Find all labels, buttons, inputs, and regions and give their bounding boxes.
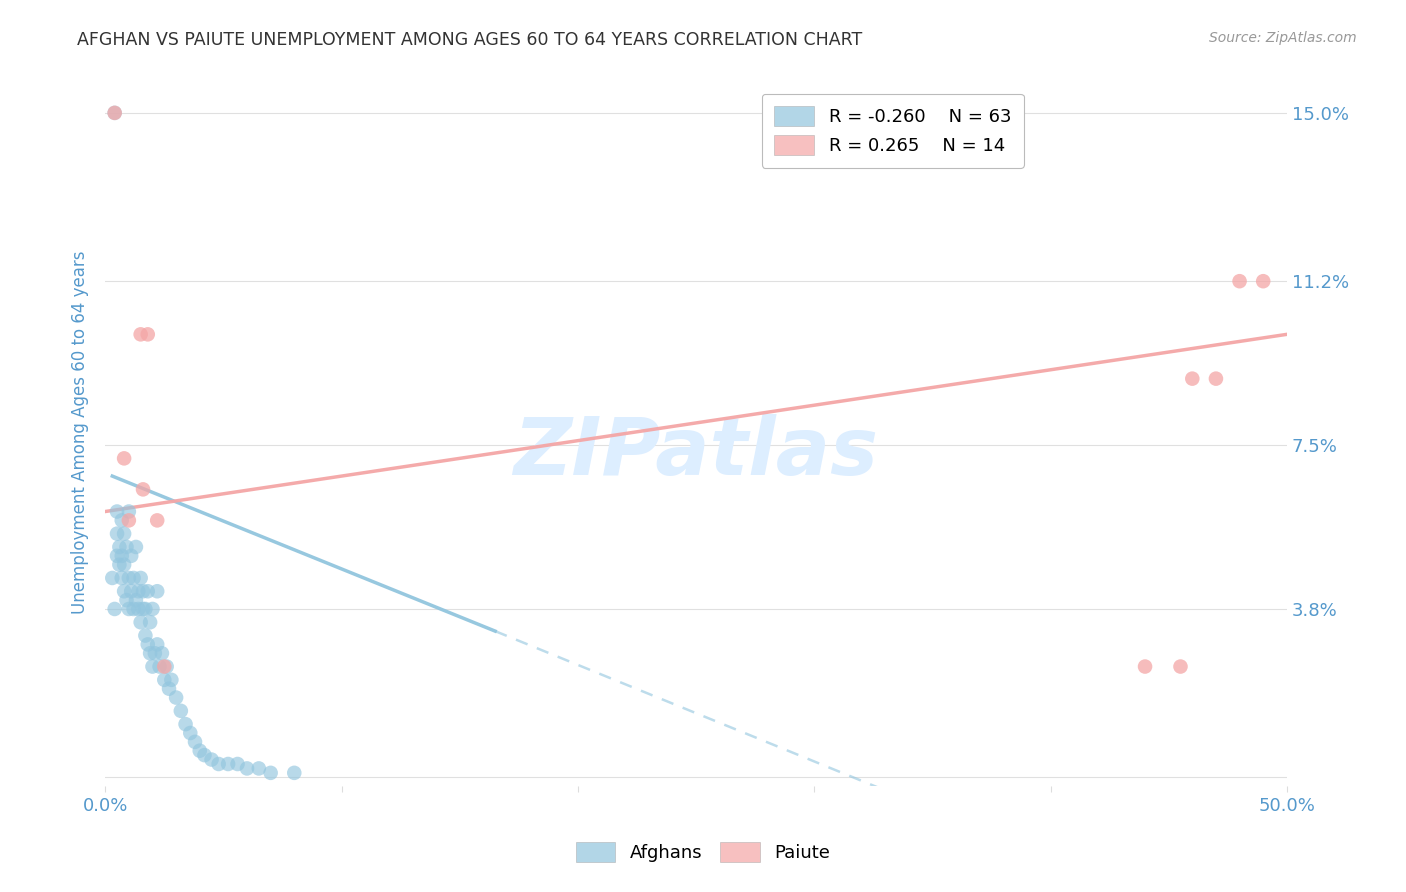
Legend: R = -0.260    N = 63, R = 0.265    N = 14: R = -0.260 N = 63, R = 0.265 N = 14 <box>762 94 1024 168</box>
Point <box>141 602 163 616</box>
Point <box>160 673 183 687</box>
Point <box>112 526 135 541</box>
Point <box>136 327 159 342</box>
Point <box>129 327 152 342</box>
Point <box>156 659 179 673</box>
Text: Source: ZipAtlas.com: Source: ZipAtlas.com <box>1209 31 1357 45</box>
Point <box>134 628 156 642</box>
Point <box>217 756 239 771</box>
Point <box>247 761 270 775</box>
Point <box>129 571 152 585</box>
Point <box>1133 659 1156 673</box>
Point <box>188 744 211 758</box>
Point <box>120 584 142 599</box>
Point <box>1181 371 1204 385</box>
Point <box>1170 659 1192 673</box>
Point <box>184 735 207 749</box>
Point <box>108 540 131 554</box>
Point <box>179 726 201 740</box>
Point <box>143 646 166 660</box>
Point <box>1229 274 1251 288</box>
Point <box>111 549 134 563</box>
Point <box>259 765 281 780</box>
Point <box>104 602 127 616</box>
Point <box>115 593 138 607</box>
Point <box>112 451 135 466</box>
Point <box>108 558 131 572</box>
Point <box>1251 274 1274 288</box>
Point <box>104 106 127 120</box>
Point <box>132 483 155 497</box>
Point <box>136 584 159 599</box>
Point <box>153 659 176 673</box>
Point <box>105 526 128 541</box>
Point <box>193 748 215 763</box>
Point <box>125 540 148 554</box>
Point <box>122 602 145 616</box>
Point <box>118 602 141 616</box>
Point <box>153 673 176 687</box>
Point <box>139 646 162 660</box>
Point <box>236 761 259 775</box>
Y-axis label: Unemployment Among Ages 60 to 64 years: Unemployment Among Ages 60 to 64 years <box>72 250 89 614</box>
Point <box>146 637 169 651</box>
Point <box>127 584 149 599</box>
Point <box>105 504 128 518</box>
Text: AFGHAN VS PAIUTE UNEMPLOYMENT AMONG AGES 60 TO 64 YEARS CORRELATION CHART: AFGHAN VS PAIUTE UNEMPLOYMENT AMONG AGES… <box>77 31 862 49</box>
Point <box>148 659 170 673</box>
Point <box>1205 371 1227 385</box>
Point <box>115 540 138 554</box>
Point <box>200 753 222 767</box>
Point <box>101 571 124 585</box>
Point <box>170 704 193 718</box>
Point <box>226 756 249 771</box>
Point <box>105 549 128 563</box>
Point <box>146 513 169 527</box>
Point <box>174 717 197 731</box>
Point <box>120 549 142 563</box>
Point <box>111 513 134 527</box>
Point <box>122 571 145 585</box>
Point <box>283 765 305 780</box>
Point <box>146 584 169 599</box>
Point <box>112 584 135 599</box>
Point <box>208 756 231 771</box>
Point <box>129 615 152 630</box>
Point <box>125 593 148 607</box>
Point <box>136 637 159 651</box>
Point <box>118 513 141 527</box>
Point <box>104 106 127 120</box>
Point <box>111 571 134 585</box>
Point <box>141 659 163 673</box>
Point <box>134 602 156 616</box>
Point <box>150 646 173 660</box>
Legend: Afghans, Paiute: Afghans, Paiute <box>568 835 838 870</box>
Text: ZIPatlas: ZIPatlas <box>513 414 879 492</box>
Point <box>127 602 149 616</box>
Point <box>157 681 180 696</box>
Point <box>139 615 162 630</box>
Point <box>118 571 141 585</box>
Point <box>132 584 155 599</box>
Point <box>112 558 135 572</box>
Point <box>118 504 141 518</box>
Point <box>165 690 187 705</box>
Point <box>132 602 155 616</box>
